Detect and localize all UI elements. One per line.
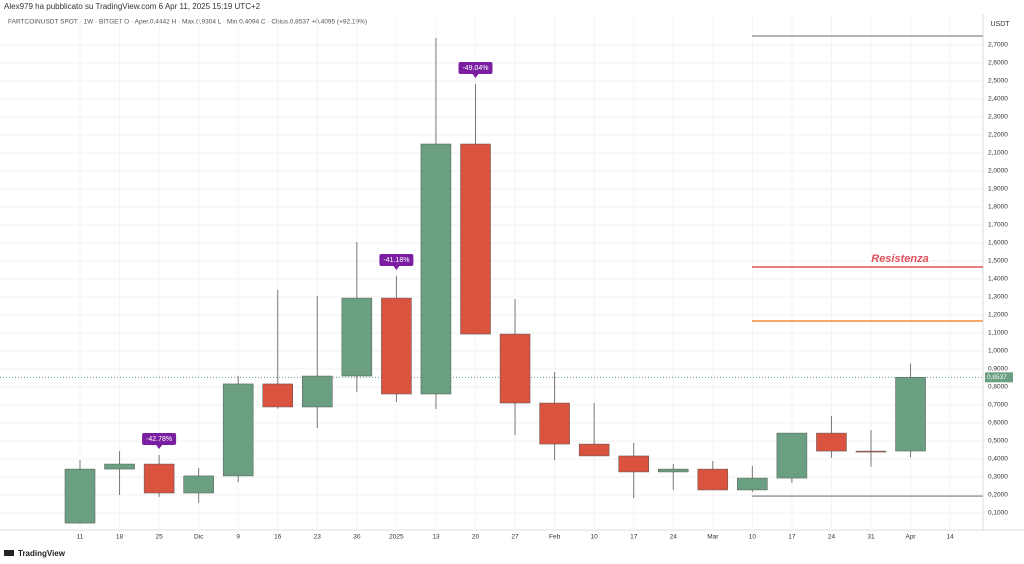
x-tick-label: 23 xyxy=(314,534,322,541)
y-tick-label: 1,6000 xyxy=(988,240,1008,247)
y-tick-label: 0,3000 xyxy=(988,474,1008,481)
y-tick-label: 0,6000 xyxy=(988,420,1008,427)
candle-body xyxy=(64,468,96,524)
price-tag-label: 0,8537 xyxy=(987,374,1007,381)
y-tick-label: 1,7000 xyxy=(988,222,1008,229)
y-tick-label: 0,7000 xyxy=(988,402,1008,409)
logo xyxy=(4,550,14,556)
candle-body xyxy=(420,143,452,395)
y-tick-label: 2,7000 xyxy=(988,42,1008,49)
candle-body xyxy=(499,333,531,404)
candle-body xyxy=(737,477,768,491)
annotation-box xyxy=(458,62,493,75)
candle-body xyxy=(697,468,729,491)
annotation-box xyxy=(379,253,414,266)
y-tick-label: 0,2000 xyxy=(988,492,1008,499)
x-tick-label: 20 xyxy=(472,534,480,541)
annotation-label: -41.18% xyxy=(383,257,409,264)
candle-body xyxy=(381,297,412,395)
x-tick-label: 14 xyxy=(946,534,954,541)
candle-body xyxy=(895,377,926,452)
y-tick-label: 2,1000 xyxy=(988,150,1008,157)
x-tick-label: 17 xyxy=(630,534,638,541)
candle-body xyxy=(222,383,254,477)
annotation-pointer xyxy=(156,445,163,450)
x-tick-label: 2025 xyxy=(389,534,404,541)
x-tick-label: 31 xyxy=(867,534,875,541)
y-tick-label: 2,5000 xyxy=(988,78,1008,85)
y-tick-label: 1,8000 xyxy=(988,204,1008,211)
annotation-pointer xyxy=(472,74,479,79)
candle-body xyxy=(460,143,491,335)
x-tick-label: Apr xyxy=(905,534,916,541)
x-tick-label: 10 xyxy=(591,534,599,541)
x-tick-label: Mar xyxy=(707,534,719,541)
y-tick-label: 0,5000 xyxy=(988,438,1008,445)
x-tick-label: 18 xyxy=(116,534,124,541)
candle-body xyxy=(578,443,610,457)
annotation-box xyxy=(142,433,177,446)
y-tick-label: 0,8000 xyxy=(988,384,1008,391)
candle-body xyxy=(104,463,135,470)
x-tick-label: 11 xyxy=(77,534,84,541)
x-tick-label: 13 xyxy=(432,534,440,541)
candle-body xyxy=(302,375,333,408)
x-tick-label: Feb xyxy=(549,534,561,541)
annotation-pointer xyxy=(393,265,400,270)
y-tick-label: 0,9000 xyxy=(988,366,1008,373)
candle-body xyxy=(776,432,808,479)
x-tick-label: 10 xyxy=(749,534,757,541)
x-tick-label: Dic xyxy=(194,534,204,541)
x-tick-label: 24 xyxy=(828,534,836,541)
candle-body xyxy=(539,402,570,445)
y-tick-label: 1,9000 xyxy=(988,186,1008,193)
candle-body xyxy=(143,463,175,494)
candle-body xyxy=(183,475,214,494)
x-tick-label: 17 xyxy=(788,534,796,541)
candle-body xyxy=(618,455,649,473)
y-tick-label: 1,0000 xyxy=(988,348,1008,355)
price-tag xyxy=(985,372,1013,383)
y-tick-label: 2,2000 xyxy=(988,132,1008,139)
x-tick-label: 16 xyxy=(274,534,282,541)
candle-body xyxy=(855,450,887,453)
y-tick-label: 1,3000 xyxy=(988,294,1008,301)
y-tick-label: 0,1000 xyxy=(988,510,1008,517)
y-tick-label: 2,4000 xyxy=(988,96,1008,103)
x-tick-label: 24 xyxy=(670,534,678,541)
x-tick-label: 9 xyxy=(236,534,240,541)
grid xyxy=(0,14,983,530)
annotation-label: -42.78% xyxy=(146,436,172,443)
y-tick-label: 2,3000 xyxy=(988,114,1008,121)
y-tick-label: 1,4000 xyxy=(988,276,1008,283)
brand: TradingView xyxy=(18,549,66,558)
y-tick-label: 1,1000 xyxy=(988,330,1008,337)
x-tick-label: 27 xyxy=(511,534,519,541)
line-label: Resistenza xyxy=(871,253,928,265)
candle-body xyxy=(341,297,373,377)
candle-body xyxy=(816,432,847,452)
y-tick-label: 2,6000 xyxy=(988,60,1008,67)
x-tick-label: 25 xyxy=(155,534,163,541)
y-tick-label: 1,2000 xyxy=(988,312,1008,319)
annotation-label: -49.04% xyxy=(462,65,488,72)
candle-body xyxy=(658,468,689,473)
y-tick-label: 1,5000 xyxy=(988,258,1008,265)
y-tick-label: 0,4000 xyxy=(988,456,1008,463)
x-tick-label: 30 xyxy=(353,534,361,541)
y-axis-label: USDT xyxy=(990,21,1010,28)
candle-body xyxy=(262,383,293,408)
y-tick-label: 2,0000 xyxy=(988,168,1008,175)
author-line: Alex979 ha pubblicato su TradingView.com… xyxy=(4,2,261,11)
symbol-line: FARTCOINUSDT SPOT · 1W · BITGET O · Aper… xyxy=(8,19,367,26)
